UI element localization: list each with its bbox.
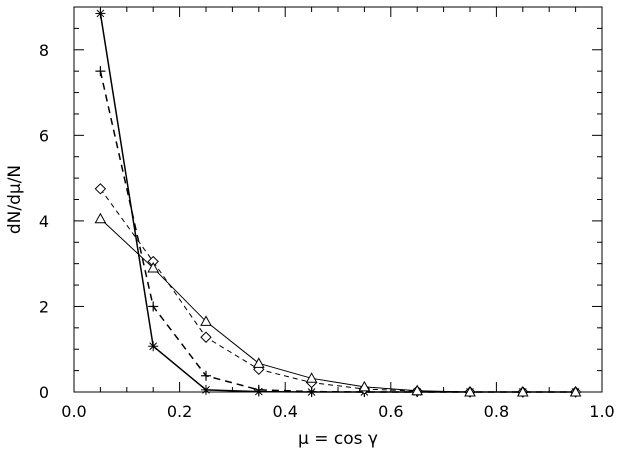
triangle-marker	[358, 380, 371, 392]
series-line-diamond	[99, 188, 576, 393]
diamond-marker	[94, 183, 107, 195]
series-layer	[94, 8, 582, 398]
diamond-marker	[200, 331, 212, 343]
data-point-triangle	[516, 385, 529, 397]
y-tick-label: 2	[39, 297, 49, 316]
x-tick-label: 0.4	[272, 402, 297, 421]
data-point-plus	[253, 384, 264, 395]
triangle-marker	[569, 385, 582, 397]
data-point-plus	[148, 301, 159, 312]
data-point-triangle	[305, 372, 318, 383]
data-point-triangle	[94, 212, 107, 224]
triangle-marker	[464, 385, 476, 397]
triangle-marker	[305, 372, 318, 383]
triangle-marker	[411, 384, 424, 396]
series-line-plus	[99, 71, 576, 393]
data-point-triangle	[569, 385, 582, 397]
x-tick-label: 0.2	[167, 402, 192, 421]
y-tick-label: 4	[39, 212, 49, 231]
data-point-triangle	[411, 384, 424, 396]
series-asterisk	[95, 8, 581, 397]
data-point-plus	[201, 370, 211, 381]
series-triangle	[94, 212, 582, 397]
y-tick-label: 6	[39, 126, 49, 145]
y-tick-label: 0	[39, 383, 49, 402]
triangle-marker	[516, 385, 529, 397]
x-axis: 0.0 0.2 0.4 0.6 0.8 1.0	[61, 7, 615, 421]
x-tick-label: 0.8	[484, 402, 509, 421]
x-axis-label: μ = cos γ	[298, 429, 378, 449]
x-tick-label: 1.0	[589, 402, 614, 421]
triangle-marker	[200, 315, 212, 326]
series-diamond	[94, 183, 582, 398]
data-point-asterisk	[148, 341, 159, 352]
data-point-triangle	[200, 315, 212, 326]
series-line-triangle	[100, 218, 576, 393]
triangle-marker	[147, 261, 160, 273]
triangle-marker	[94, 212, 107, 224]
data-point-diamond	[94, 183, 107, 195]
data-point-asterisk	[201, 384, 211, 395]
y-axis-label: dN/dμ/N	[5, 165, 25, 234]
x-tick-label: 0.0	[61, 402, 86, 421]
series-plus	[95, 66, 581, 397]
plot-border	[73, 6, 603, 393]
data-point-triangle	[464, 385, 476, 397]
data-point-diamond	[200, 331, 212, 343]
y-tick-label: 8	[39, 41, 49, 60]
x-tick-label: 0.6	[378, 402, 403, 421]
data-point-triangle	[358, 380, 371, 392]
data-point-asterisk	[95, 8, 106, 19]
plot-frame	[73, 6, 603, 393]
data-point-triangle	[147, 261, 160, 273]
triangle-marker	[252, 357, 265, 368]
y-axis: 0 2 4 6 8	[39, 27, 602, 402]
data-point-triangle	[252, 357, 265, 368]
data-point-plus	[95, 66, 106, 77]
series-line-asterisk	[99, 13, 576, 393]
